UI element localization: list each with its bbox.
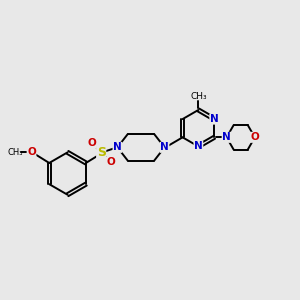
Text: N: N <box>210 114 219 124</box>
Text: N: N <box>222 132 231 142</box>
Text: O: O <box>27 147 36 157</box>
Text: O: O <box>250 132 259 142</box>
Text: S: S <box>97 146 106 159</box>
Text: CH₃: CH₃ <box>190 92 207 101</box>
Text: N: N <box>160 142 169 152</box>
Text: CH₃: CH₃ <box>8 148 23 157</box>
Text: N: N <box>113 142 122 152</box>
Text: O: O <box>106 157 115 167</box>
Text: O: O <box>87 138 96 148</box>
Text: N: N <box>194 142 203 152</box>
